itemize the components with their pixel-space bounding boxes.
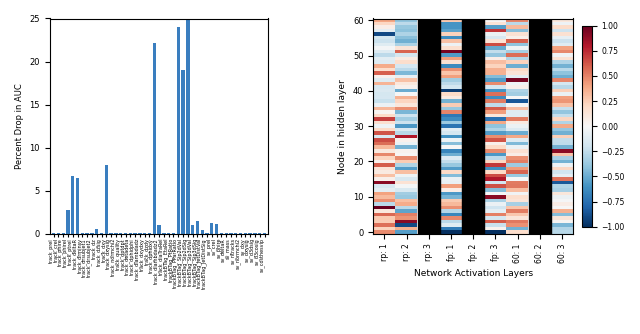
Bar [100,233,103,234]
Bar [229,233,233,234]
Bar [119,233,122,234]
Bar [148,233,151,234]
Bar [263,233,266,234]
Bar [67,210,70,234]
Bar [76,178,79,234]
Bar [133,233,137,234]
Bar [115,233,118,234]
Bar [162,233,166,234]
X-axis label: Network Activation Layers: Network Activation Layers [413,269,532,278]
Bar [95,229,99,234]
Bar [138,233,141,234]
Bar [196,221,199,234]
Bar [205,233,209,234]
Bar [86,233,89,234]
Bar [152,43,156,234]
Bar [220,233,223,234]
Bar [129,233,132,234]
Bar [124,233,127,234]
Bar [167,233,170,234]
Bar [181,70,185,234]
Bar [244,233,247,234]
Bar [186,18,189,234]
Bar [258,233,261,234]
Bar [57,233,60,234]
Y-axis label: Percent Drop in AUC: Percent Drop in AUC [15,83,24,169]
Bar [225,233,228,234]
Bar [200,230,204,234]
Bar [177,27,180,234]
Bar [109,233,113,234]
Bar [418,18,440,234]
Bar [529,18,551,234]
Bar [157,225,161,234]
Bar [191,225,195,234]
Bar [215,224,218,234]
Bar [61,233,65,234]
Bar [210,223,214,234]
Bar [234,233,237,234]
Bar [52,233,55,234]
Bar [253,233,257,234]
Bar [143,233,147,234]
Bar [248,233,252,234]
Bar [105,165,108,234]
Bar [71,176,74,234]
Bar [462,18,484,234]
Y-axis label: Node in hidden layer: Node in hidden layer [339,79,348,174]
Bar [81,233,84,234]
Bar [172,233,175,234]
Bar [90,233,93,234]
Bar [239,233,243,234]
